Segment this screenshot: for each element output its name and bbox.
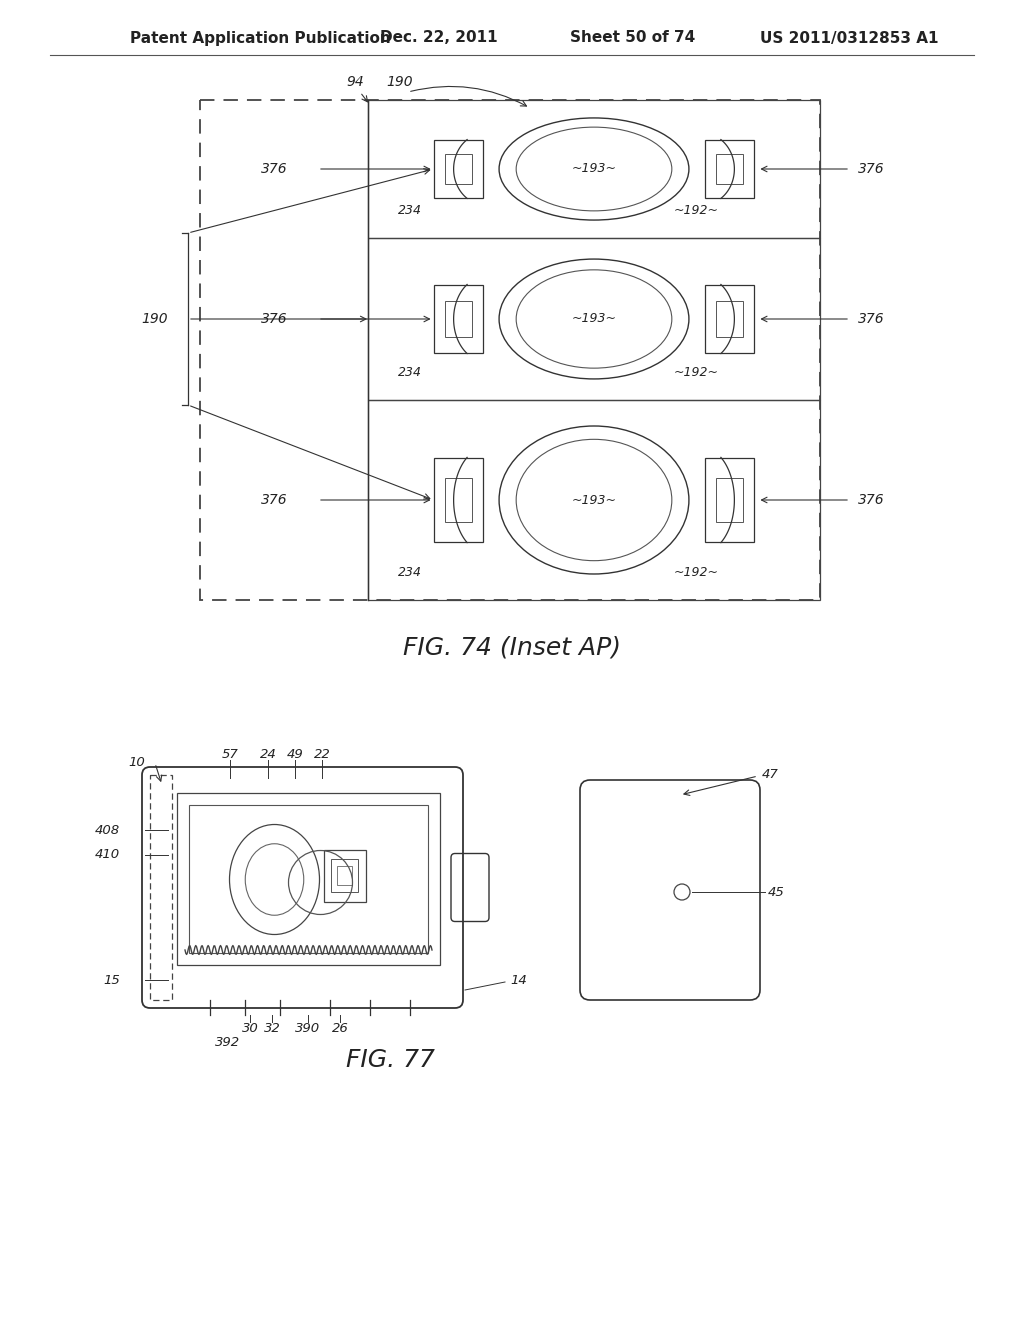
Bar xyxy=(444,301,472,337)
Text: 94: 94 xyxy=(346,75,364,88)
Text: ~193~: ~193~ xyxy=(571,494,616,507)
Text: Dec. 22, 2011: Dec. 22, 2011 xyxy=(380,30,498,45)
Text: 15: 15 xyxy=(103,974,120,986)
Bar xyxy=(716,478,743,521)
Bar xyxy=(433,140,483,198)
Text: FIG. 77: FIG. 77 xyxy=(345,1048,434,1072)
Text: ~192~: ~192~ xyxy=(674,366,719,379)
Bar xyxy=(368,100,820,238)
Bar xyxy=(324,850,366,902)
Text: 390: 390 xyxy=(296,1022,321,1035)
Text: US 2011/0312853 A1: US 2011/0312853 A1 xyxy=(760,30,939,45)
Bar xyxy=(433,458,483,543)
Text: 190: 190 xyxy=(387,75,414,88)
Bar xyxy=(331,858,358,892)
Bar xyxy=(705,140,755,198)
Text: Sheet 50 of 74: Sheet 50 of 74 xyxy=(570,30,695,45)
Text: 22: 22 xyxy=(313,748,331,762)
Bar xyxy=(716,154,743,183)
Text: ~193~: ~193~ xyxy=(571,162,616,176)
Text: 234: 234 xyxy=(398,565,422,578)
Bar xyxy=(716,301,743,337)
Text: ~192~: ~192~ xyxy=(674,203,719,216)
Text: 45: 45 xyxy=(768,886,784,899)
Bar xyxy=(444,154,472,183)
Text: 57: 57 xyxy=(221,748,239,762)
Bar xyxy=(368,400,820,601)
Text: 376: 376 xyxy=(858,492,885,507)
Bar xyxy=(337,866,352,886)
Bar xyxy=(705,285,755,352)
Bar xyxy=(189,805,428,953)
Text: Patent Application Publication: Patent Application Publication xyxy=(130,30,391,45)
Text: 14: 14 xyxy=(510,974,526,986)
Bar xyxy=(433,285,483,352)
Text: 10: 10 xyxy=(128,755,145,768)
Bar xyxy=(177,793,440,965)
Text: 26: 26 xyxy=(332,1022,348,1035)
Text: 392: 392 xyxy=(215,1035,241,1048)
Text: 376: 376 xyxy=(858,312,885,326)
Text: 32: 32 xyxy=(263,1022,281,1035)
Text: ~192~: ~192~ xyxy=(674,565,719,578)
Bar xyxy=(200,100,820,601)
Text: ~193~: ~193~ xyxy=(571,313,616,326)
Text: 49: 49 xyxy=(287,748,303,762)
Bar xyxy=(150,775,172,1001)
Bar xyxy=(705,458,755,543)
Text: 376: 376 xyxy=(858,162,885,176)
Bar xyxy=(368,238,820,400)
Text: 376: 376 xyxy=(261,312,288,326)
Text: 30: 30 xyxy=(242,1022,258,1035)
Text: 234: 234 xyxy=(398,203,422,216)
Text: FIG. 74 (Inset AP): FIG. 74 (Inset AP) xyxy=(403,636,621,660)
Text: 47: 47 xyxy=(762,768,778,781)
Text: 24: 24 xyxy=(260,748,276,762)
Text: 410: 410 xyxy=(95,849,120,862)
Text: 408: 408 xyxy=(95,824,120,837)
Text: 234: 234 xyxy=(398,366,422,379)
Text: 376: 376 xyxy=(261,492,288,507)
Text: 190: 190 xyxy=(141,312,168,326)
Text: 376: 376 xyxy=(261,162,288,176)
Bar xyxy=(444,478,472,521)
